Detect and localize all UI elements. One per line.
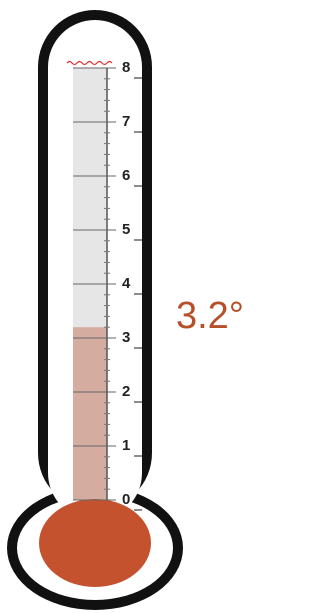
page: {"chart_data": {"type": "thermometer", "… <box>0 0 320 613</box>
y-tick-label: 0 <box>122 491 130 508</box>
value-label: 3.2° <box>176 295 244 337</box>
y-tick-label: 5 <box>122 221 130 238</box>
y-tick-label: 6 <box>122 167 130 184</box>
chart: 3.2° 0 1 2 3 4 5 6 7 8 <box>0 0 253 613</box>
fill-bar <box>73 327 107 500</box>
y-tick-label: 3 <box>122 329 130 346</box>
y-tick-label: 7 <box>122 113 130 130</box>
y-tick-label: 1 <box>122 437 130 454</box>
y-tick-label: 2 <box>122 383 130 400</box>
y-tick-label: 4 <box>122 275 131 292</box>
bulb <box>39 499 151 587</box>
y-tick-label: 8 <box>122 59 130 76</box>
